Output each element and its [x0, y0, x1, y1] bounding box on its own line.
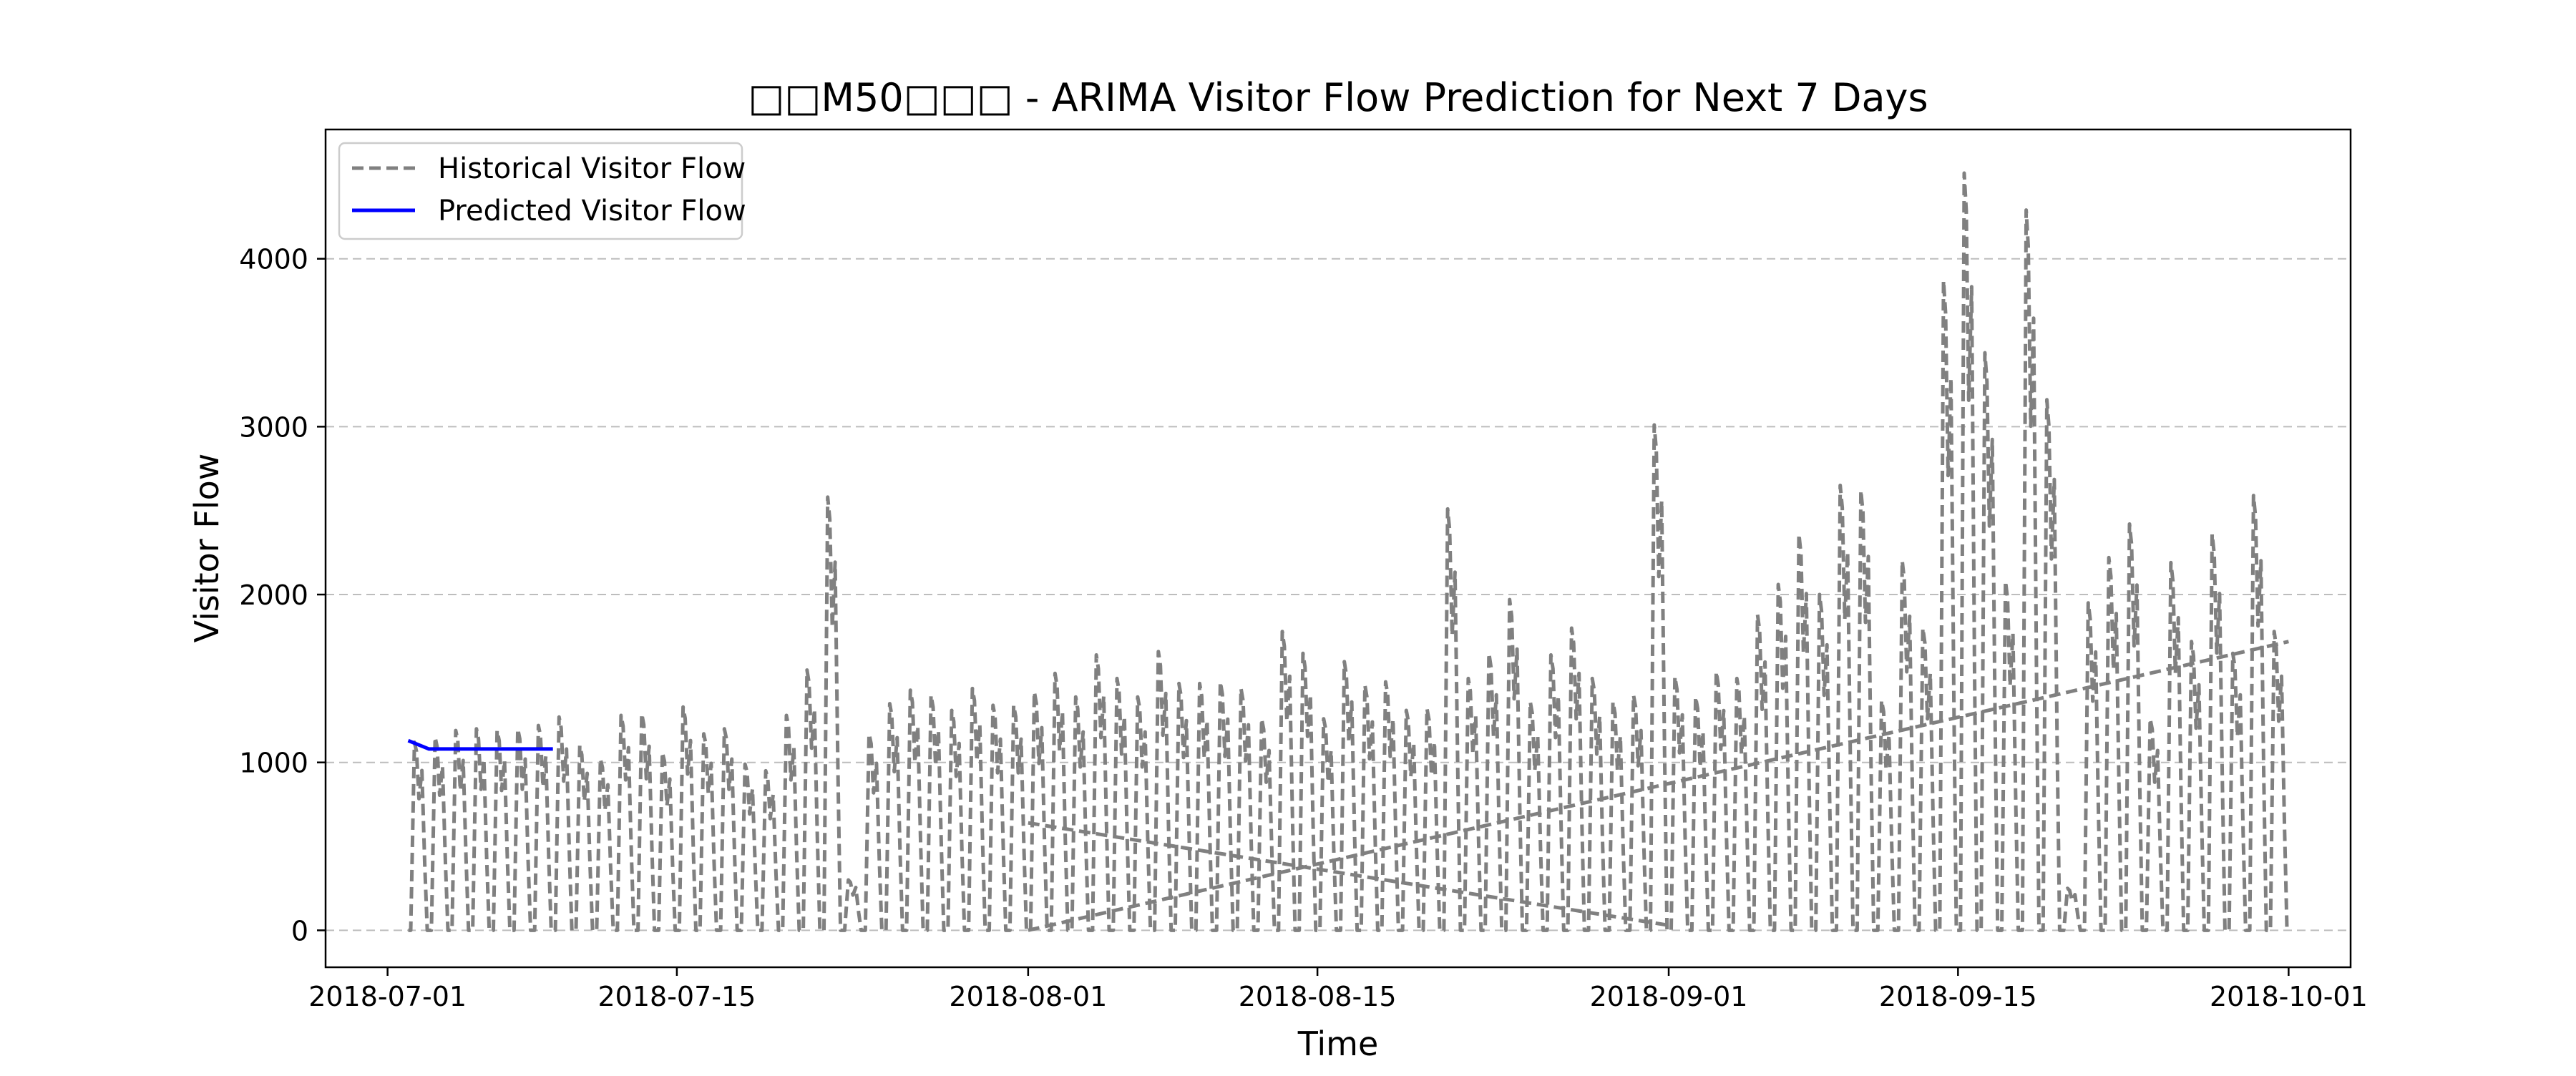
x-tick-label: 2018-07-01 [308, 981, 467, 1012]
y-axis-label: Visitor Flow [187, 454, 226, 643]
y-tick-label: 4000 [239, 244, 308, 275]
legend: Historical Visitor Flow Predicted Visito… [338, 142, 746, 240]
legend-box [338, 142, 743, 240]
x-axis-label: Time [1297, 1024, 1379, 1063]
y-tick-label: 1000 [239, 748, 308, 779]
series [407, 171, 2289, 932]
y-tick-label: 3000 [239, 411, 308, 443]
x-tick-label: 2018-10-01 [2210, 981, 2368, 1012]
historical-series-line [408, 171, 2289, 932]
legend-label-predicted: Predicted Visitor Flow [438, 195, 746, 228]
axes: 0 1000 2000 3000 4000 2018-07-01 2018-07-15 201… [239, 244, 2368, 1012]
plot-frame [324, 128, 2352, 969]
x-tick-label: 2018-07-15 [597, 981, 756, 1012]
y-tick-label: 0 [291, 915, 308, 947]
legend-label-historical: Historical Visitor Flow [438, 152, 746, 185]
historical-connector-line [1028, 821, 1669, 927]
x-tick-label: 2018-09-01 [1590, 981, 1748, 1012]
historical-connector-line [1028, 640, 2289, 932]
x-tick-label: 2018-09-15 [1879, 981, 2037, 1012]
chart-title: □□M50□□□ - ARIMA Visitor Flow Prediction… [748, 75, 1928, 120]
x-tick-label: 2018-08-01 [949, 981, 1107, 1012]
x-tick-label: 2018-08-15 [1239, 981, 1397, 1012]
predicted-series-line [407, 738, 553, 751]
y-tick-label: 2000 [239, 579, 308, 611]
